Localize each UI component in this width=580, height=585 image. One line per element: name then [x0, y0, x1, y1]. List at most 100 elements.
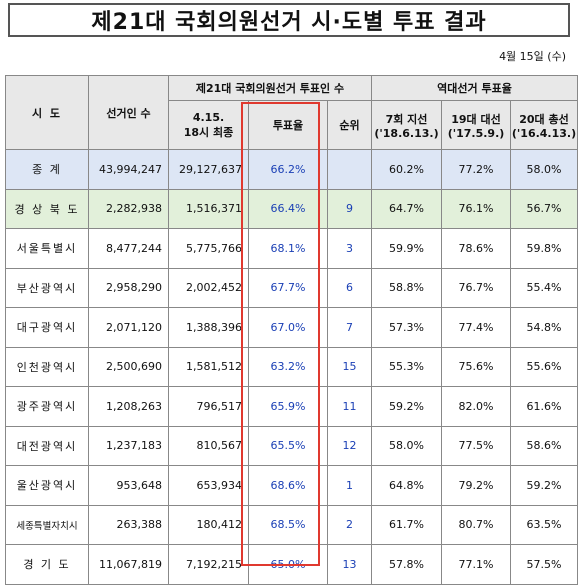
- cell-rank: 3: [327, 228, 372, 269]
- cell-voters: 953,648: [88, 465, 169, 506]
- cell-voted: 29,127,637: [168, 149, 249, 190]
- table-row: 울산광역시 953,648 653,934 68.6% 1 64.8% 79.2% 59.2%: [5, 465, 579, 506]
- cell-voters: 11,067,819: [88, 544, 169, 585]
- table-row: 서울특별시 8,477,244 5,775,766 68.1% 3 59.9% 78.6% 5…: [5, 228, 579, 269]
- header-turnout: 투표율: [248, 100, 328, 150]
- cell-past-1: 55.3%: [371, 346, 442, 387]
- cell-turnout: 65.0%: [248, 544, 328, 585]
- header-past-1: 7회 지선 ('18.6.13.): [371, 100, 442, 150]
- page-title: 제21대 국회의원선거 시·도별 투표 결과: [91, 10, 487, 35]
- cell-past-2: 78.6%: [441, 228, 511, 269]
- cell-past-3: 58.0%: [509, 149, 579, 190]
- cell-voted: 796,517: [168, 386, 249, 427]
- cell-rank: 12: [327, 425, 372, 466]
- cell-past-2: 77.1%: [441, 544, 511, 585]
- cell-region: 경 상 북 도: [5, 188, 89, 229]
- cell-past-1: 64.8%: [371, 465, 442, 506]
- turnout-table: 시 도 선거인 수 제21대 국회의원선거 투표인 수 역대선거 투표율 4.1…: [5, 75, 579, 585]
- cell-past-3: 59.2%: [509, 465, 579, 506]
- cell-voters: 43,994,247: [88, 149, 169, 190]
- cell-voters: 2,500,690: [88, 346, 169, 387]
- cell-turnout: 66.2%: [248, 149, 328, 190]
- cell-past-3: 61.6%: [509, 386, 579, 427]
- cell-past-2: 77.4%: [441, 307, 511, 348]
- cell-past-1: 58.0%: [371, 425, 442, 466]
- cell-past-2: 76.7%: [441, 267, 511, 308]
- cell-rank: 2: [327, 504, 372, 545]
- cell-voters: 8,477,244: [88, 228, 169, 269]
- cell-turnout: 68.6%: [248, 465, 328, 506]
- header-voters: 선거인 수: [88, 75, 169, 150]
- cell-rank: 13: [327, 544, 372, 585]
- cell-region: 서울특별시: [5, 228, 89, 269]
- cell-past-2: 79.2%: [441, 465, 511, 506]
- cell-voters: 2,958,290: [88, 267, 169, 308]
- cell-past-3: 54.8%: [509, 307, 579, 348]
- cell-voted: 1,581,512: [168, 346, 249, 387]
- cell-past-2: 77.2%: [441, 149, 511, 190]
- cell-rank: 9: [327, 188, 372, 229]
- cell-region: 종 계: [5, 149, 89, 190]
- cell-turnout: 65.9%: [248, 386, 328, 427]
- cell-rank: 15: [327, 346, 372, 387]
- cell-past-3: 58.6%: [509, 425, 579, 466]
- cell-past-3: 55.4%: [509, 267, 579, 308]
- header-past-2: 19대 대선 ('17.5.9.): [441, 100, 511, 150]
- cell-past-2: 76.1%: [441, 188, 511, 229]
- cell-region: 광주광역시: [5, 386, 89, 427]
- cell-past-3: 56.7%: [509, 188, 579, 229]
- cell-voted: 1,388,396: [168, 307, 249, 348]
- cell-region: 세종특별자치시: [5, 504, 89, 545]
- cell-turnout: 68.5%: [248, 504, 328, 545]
- cell-past-2: 77.5%: [441, 425, 511, 466]
- cell-turnout: 68.1%: [248, 228, 328, 269]
- cell-past-1: 64.7%: [371, 188, 442, 229]
- cell-past-3: 55.6%: [509, 346, 579, 387]
- header-group-past: 역대선거 투표율: [370, 75, 579, 101]
- cell-voters: 2,282,938: [88, 188, 169, 229]
- title-box: 제21대 국회의원선거 시·도별 투표 결과: [8, 3, 570, 37]
- cell-region: 인천광역시: [5, 346, 89, 387]
- cell-rank: 7: [327, 307, 372, 348]
- cell-region: 울산광역시: [5, 465, 89, 506]
- cell-turnout: 67.0%: [248, 307, 328, 348]
- cell-past-2: 80.7%: [441, 504, 511, 545]
- cell-past-1: 59.2%: [371, 386, 442, 427]
- table-row: 대구광역시 2,071,120 1,388,396 67.0% 7 57.3% 77.4% 5…: [5, 307, 579, 348]
- cell-voted: 1,516,371: [168, 188, 249, 229]
- cell-past-1: 57.8%: [371, 544, 442, 585]
- cell-voters: 263,388: [88, 504, 169, 545]
- cell-voted: 653,934: [168, 465, 249, 506]
- cell-voted: 2,002,452: [168, 267, 249, 308]
- header-rank: 순위: [327, 100, 372, 150]
- table-row: 경 기 도 11,067,819 7,192,215 65.0% 13 57.8% 77.1…: [5, 544, 579, 585]
- header-voted: 4.15. 18시 최종: [168, 100, 249, 150]
- cell-turnout: 66.4%: [248, 188, 328, 229]
- cell-voted: 5,775,766: [168, 228, 249, 269]
- cell-turnout: 65.5%: [248, 425, 328, 466]
- cell-rank: 6: [327, 267, 372, 308]
- cell-region: 부산광역시: [5, 267, 89, 308]
- table-row: 대전광역시 1,237,183 810,567 65.5% 12 58.0% 77.5% 58…: [5, 425, 579, 466]
- cell-past-1: 61.7%: [371, 504, 442, 545]
- table-row: 세종특별자치시 263,388 180,412 68.5% 2 61.7% 80.7% 63.…: [5, 504, 579, 545]
- cell-rank: 1: [327, 465, 372, 506]
- cell-voted: 180,412: [168, 504, 249, 545]
- cell-past-1: 58.8%: [371, 267, 442, 308]
- cell-past-1: 57.3%: [371, 307, 442, 348]
- table-row: 경 상 북 도 2,282,938 1,516,371 66.4% 9 64.7% 76.1…: [5, 188, 579, 229]
- cell-past-3: 63.5%: [509, 504, 579, 545]
- cell-turnout: 63.2%: [248, 346, 328, 387]
- cell-voters: 1,208,263: [88, 386, 169, 427]
- date-label: 4월 15일 (수): [499, 50, 566, 63]
- table-row: 광주광역시 1,208,263 796,517 65.9% 11 59.2% 82.0% 61…: [5, 386, 579, 427]
- cell-voters: 2,071,120: [88, 307, 169, 348]
- cell-region: 대구광역시: [5, 307, 89, 348]
- cell-rank: 11: [327, 386, 372, 427]
- table-row: 부산광역시 2,958,290 2,002,452 67.7% 6 58.8% 76.7% 5…: [5, 267, 579, 308]
- header-past-3: 20대 총선 ('16.4.13.): [509, 100, 579, 150]
- cell-past-2: 82.0%: [441, 386, 511, 427]
- cell-past-3: 59.8%: [509, 228, 579, 269]
- cell-voters: 1,237,183: [88, 425, 169, 466]
- table-row: 인천광역시 2,500,690 1,581,512 63.2% 15 55.3% 75.6%…: [5, 346, 579, 387]
